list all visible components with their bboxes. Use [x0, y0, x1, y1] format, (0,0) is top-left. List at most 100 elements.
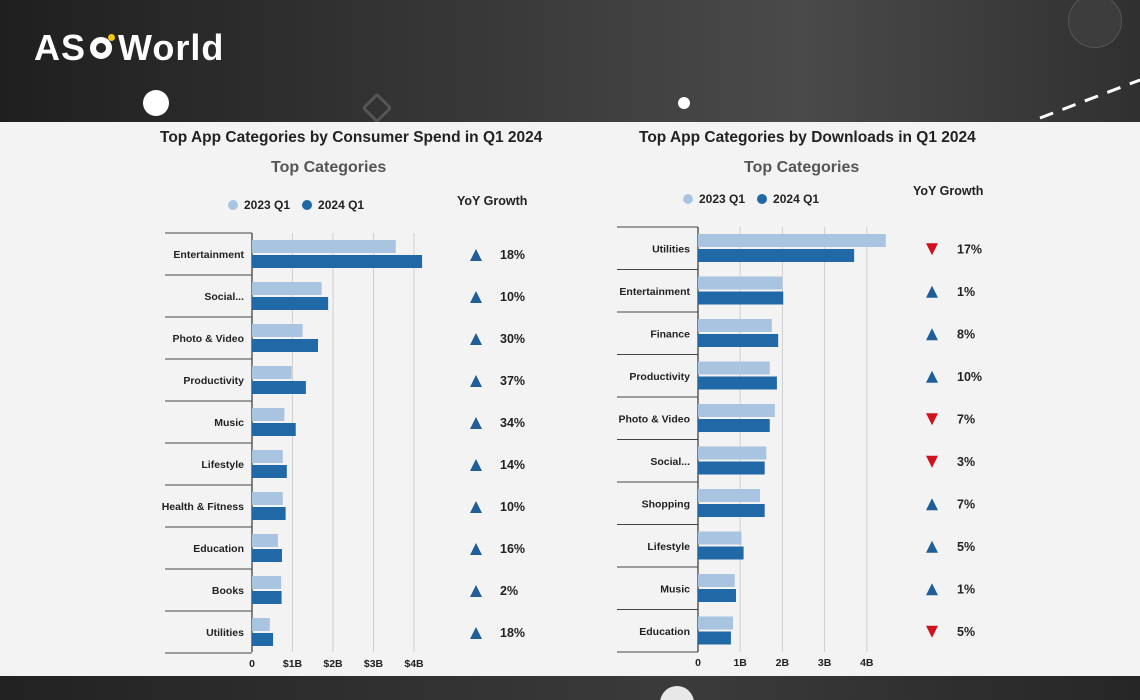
- growth-up-icon: [470, 627, 482, 639]
- category-label: Utilities: [652, 243, 690, 255]
- bar-2024: [698, 461, 765, 475]
- growth-up-icon: [926, 328, 938, 341]
- bar-2023: [252, 618, 270, 631]
- chart2-legend-2023: 2023 Q1: [699, 192, 746, 206]
- x-tick-label: 4B: [860, 657, 874, 669]
- category-label: Productivity: [183, 375, 244, 387]
- growth-up-icon: [926, 370, 938, 383]
- growth-label: 10%: [957, 370, 982, 384]
- x-tick-label: 0: [695, 657, 701, 669]
- content-panel: [0, 122, 1140, 676]
- category-label: Lifestyle: [201, 459, 244, 471]
- decor-dot-bottom: [660, 686, 694, 700]
- growth-label: 1%: [957, 582, 975, 596]
- growth-label: 10%: [500, 500, 525, 514]
- bar-2024: [698, 249, 855, 262]
- x-tick-label: $1B: [283, 658, 303, 670]
- bar-2024: [252, 465, 287, 478]
- category-label: Education: [639, 626, 690, 638]
- chart2-subtitle: Top Categories: [744, 159, 860, 176]
- bar-2023: [252, 240, 396, 253]
- growth-up-icon: [926, 540, 938, 553]
- category-label: Entertainment: [619, 286, 690, 298]
- chart1-subtitle: Top Categories: [271, 159, 387, 176]
- chart1-legend-2024: 2024 Q1: [318, 198, 365, 212]
- bar-2023: [698, 276, 783, 290]
- growth-label: 8%: [957, 327, 975, 341]
- x-tick-label: $2B: [323, 658, 343, 670]
- bar-2023: [252, 450, 283, 463]
- growth-up-icon: [470, 291, 482, 303]
- logo-text-right: World: [118, 27, 225, 68]
- bar-2024: [698, 589, 736, 602]
- growth-up-icon: [470, 333, 482, 345]
- legend-2023-dot: [228, 200, 238, 210]
- bar-2023: [252, 408, 285, 421]
- chart2-yoy-header: YoY Growth: [913, 184, 984, 198]
- chart1-yoy-header: YoY Growth: [457, 194, 528, 208]
- chart2-legend: 2023 Q1 2024 Q1: [683, 192, 819, 206]
- x-tick-label: 0: [249, 658, 255, 670]
- category-label: Social...: [204, 291, 244, 303]
- bar-2024: [698, 376, 777, 390]
- bar-2023: [698, 404, 775, 417]
- category-label: Books: [212, 585, 244, 597]
- category-label: Lifestyle: [647, 541, 690, 553]
- growth-down-icon: [926, 625, 938, 638]
- growth-label: 5%: [957, 625, 975, 639]
- category-label: Shopping: [642, 498, 690, 510]
- growth-up-icon: [926, 498, 938, 511]
- growth-label: 3%: [957, 455, 975, 469]
- x-tick-label: 1B: [733, 657, 747, 669]
- chart1-title: Top App Categories by Consumer Spend in …: [160, 129, 543, 146]
- category-label: Education: [193, 543, 244, 555]
- growth-up-icon: [470, 249, 482, 261]
- bar-2024: [252, 549, 282, 562]
- decor-dot-small: [678, 97, 690, 109]
- growth-up-icon: [470, 459, 482, 471]
- bar-2024: [252, 633, 274, 646]
- growth-label: 37%: [500, 374, 525, 388]
- bar-2024: [698, 631, 731, 645]
- growth-down-icon: [926, 413, 938, 426]
- bar-2024: [698, 546, 744, 560]
- decor-dot-white: [143, 90, 169, 116]
- bar-2024: [252, 507, 286, 520]
- growth-label: 18%: [500, 626, 525, 640]
- legend-2024-dot: [302, 200, 313, 210]
- chart2-title: Top App Categories by Downloads in Q1 20…: [639, 129, 976, 146]
- bar-2024: [698, 419, 770, 432]
- category-label: Productivity: [629, 371, 690, 383]
- growth-label: 10%: [500, 290, 525, 304]
- growth-label: 7%: [957, 412, 975, 426]
- bar-2023: [698, 234, 886, 247]
- legend-2024-dot: [757, 194, 768, 204]
- footer-band: [0, 676, 1140, 700]
- decor-circle-large: [1068, 0, 1122, 48]
- x-tick-label: 2B: [776, 657, 790, 669]
- bar-2024: [698, 334, 779, 347]
- chart2-legend-2024: 2024 Q1: [773, 192, 820, 206]
- header-banner: [0, 0, 1140, 122]
- growth-up-icon: [926, 583, 938, 596]
- bar-2023: [698, 489, 761, 502]
- growth-label: 34%: [500, 416, 525, 430]
- growth-up-icon: [470, 375, 482, 387]
- bar-2023: [252, 534, 278, 547]
- bar-2023: [698, 574, 735, 587]
- logo-text-left: AS: [34, 27, 87, 68]
- growth-up-icon: [470, 585, 482, 597]
- growth-up-icon: [470, 501, 482, 513]
- growth-up-icon: [470, 417, 482, 429]
- bar-2024: [252, 423, 296, 436]
- bar-2024: [252, 255, 423, 268]
- bar-2024: [252, 297, 329, 310]
- category-label: Finance: [650, 328, 690, 340]
- category-label: Photo & Video: [172, 333, 244, 345]
- decor-dashed-line: [1039, 78, 1140, 120]
- category-label: Photo & Video: [618, 413, 690, 425]
- growth-down-icon: [926, 243, 938, 256]
- bar-2023: [698, 616, 734, 630]
- growth-label: 5%: [957, 540, 975, 554]
